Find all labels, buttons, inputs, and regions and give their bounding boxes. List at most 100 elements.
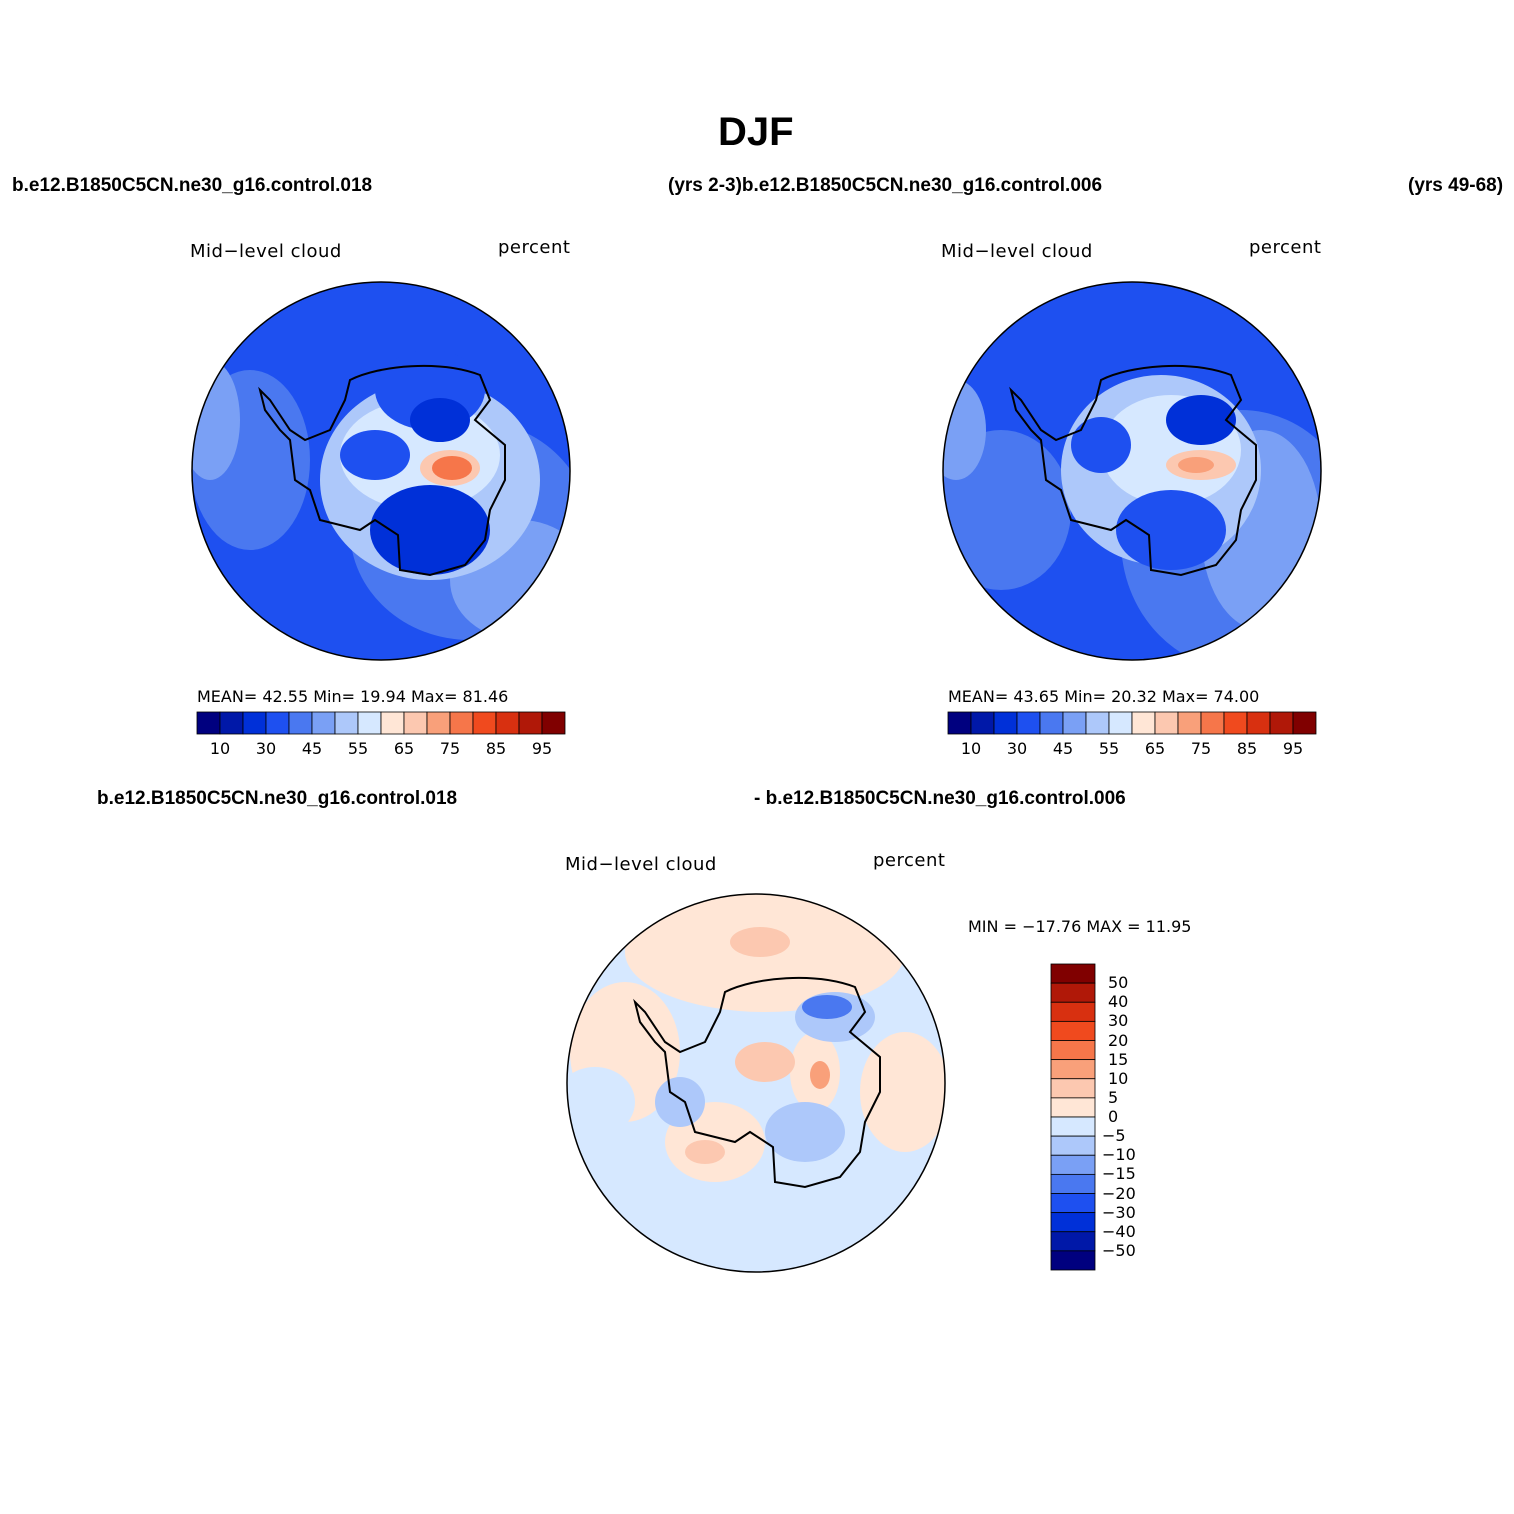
colorbar-swatch <box>1050 1250 1096 1271</box>
colorbar-swatch <box>1269 711 1294 735</box>
panel2-contour-region <box>943 380 986 480</box>
colorbar-swatch <box>1050 1154 1096 1175</box>
colorbar-tick-label: 10 <box>960 739 982 758</box>
panel3-coastline <box>633 976 881 1189</box>
colorbar-swatch <box>947 711 972 735</box>
colorbar-swatch <box>219 711 244 735</box>
case-name-right: (yrs 49-68) <box>1408 175 1504 196</box>
colorbar-swatch <box>1050 1097 1096 1118</box>
diff-case-name-left: b.e12.B1850C5CN.ne30_g16.control.018 <box>97 788 458 809</box>
colorbar-tick-label: −20 <box>1102 1183 1136 1203</box>
colorbar-tick-label: 40 <box>1108 992 1129 1012</box>
colorbar-tick-label: 30 <box>1006 739 1028 758</box>
panel1-stats: MEAN= 42.55 Min= 19.94 Max= 81.46 <box>197 687 509 706</box>
colorbar-tick-label: 45 <box>1052 739 1074 758</box>
colorbar-tick-label: −40 <box>1102 1221 1136 1241</box>
colorbar-swatch <box>1085 711 1110 735</box>
colorbar-swatch <box>403 711 428 735</box>
colorbar-swatch <box>334 711 359 735</box>
colorbar-tick-label: 10 <box>1108 1068 1129 1088</box>
colorbar-swatch <box>1200 711 1225 735</box>
panel2-colorbar-ticks: 10 30 45 55 65 75 85 95 <box>948 739 1316 759</box>
colorbar-swatch <box>1050 1231 1096 1252</box>
panel1-contour-region <box>410 398 470 442</box>
case-name-mid: (yrs 2-3)b.e12.B1850C5CN.ne30_g16.contro… <box>668 175 1103 196</box>
panel3-map-boundary <box>566 893 946 1273</box>
colorbar-swatch <box>242 711 267 735</box>
panel3-contour-region <box>802 995 852 1019</box>
colorbar-tick-label: 95 <box>1282 739 1304 758</box>
panel3-contour-region <box>735 1042 795 1082</box>
colorbar-tick-label: −10 <box>1102 1145 1136 1165</box>
colorbar-swatch <box>1016 711 1041 735</box>
panel3-colorbar <box>1050 963 1096 1271</box>
colorbar-tick-label: 85 <box>1236 739 1258 758</box>
panel1-variable-label: Mid−level cloud <box>190 241 342 262</box>
colorbar-tick-label: 75 <box>439 739 461 758</box>
panel3-colorbar-ticks: 50 40 30 20 15 10 5 0 −5 −10 −15 −20 −30 −40 −50 <box>1102 964 1162 1270</box>
colorbar-tick-label: 15 <box>1108 1049 1129 1069</box>
colorbar-swatch <box>518 711 543 735</box>
panel2-stats: MEAN= 43.65 Min= 20.32 Max= 74.00 <box>948 687 1260 706</box>
panel1-colorbar-ticks: 10 30 45 55 65 75 85 95 <box>197 739 565 759</box>
panel1-colorbar <box>196 711 566 735</box>
colorbar-tick-label: 55 <box>1098 739 1120 758</box>
colorbar-swatch <box>1050 1040 1096 1061</box>
colorbar-swatch <box>1050 1001 1096 1022</box>
colorbar-swatch <box>1050 1173 1096 1194</box>
colorbar-swatch <box>1050 1078 1096 1099</box>
panel1-contour-region <box>370 485 490 575</box>
colorbar-swatch <box>1039 711 1064 735</box>
colorbar-swatch <box>1108 711 1133 735</box>
colorbar-swatch <box>1223 711 1248 735</box>
colorbar-swatch <box>311 711 336 735</box>
panel3-variable-label: Mid−level cloud <box>565 854 717 875</box>
panel2-contour-region <box>1071 417 1131 473</box>
colorbar-swatch <box>196 711 221 735</box>
panel1-contour-region <box>432 456 472 480</box>
panel1-map-boundary <box>191 281 571 661</box>
colorbar-tick-label: −50 <box>1102 1240 1136 1260</box>
panel1-contour-region <box>192 360 240 480</box>
panel2-colorbar <box>947 711 1317 735</box>
colorbar-swatch <box>993 711 1018 735</box>
colorbar-swatch <box>1131 711 1156 735</box>
panel3-stats: MIN = −17.76 MAX = 11.95 <box>968 917 1192 936</box>
panel2-contour-region <box>1116 490 1226 570</box>
colorbar-swatch <box>1050 1135 1096 1156</box>
colorbar-swatch <box>426 711 451 735</box>
figure-title: DJF <box>718 110 794 154</box>
panel3-contour-region <box>730 927 790 957</box>
colorbar-tick-label: 85 <box>485 739 507 758</box>
colorbar-swatch <box>1050 1193 1096 1214</box>
panel2-coastline <box>1009 364 1257 577</box>
colorbar-swatch <box>1292 711 1317 735</box>
colorbar-swatch <box>1050 1212 1096 1233</box>
colorbar-swatch <box>357 711 382 735</box>
panel2-variable-label: Mid−level cloud <box>941 241 1093 262</box>
colorbar-swatch <box>1246 711 1271 735</box>
colorbar-tick-label: 65 <box>393 739 415 758</box>
panel1-polar-map <box>191 281 571 661</box>
colorbar-tick-label: 45 <box>301 739 323 758</box>
colorbar-tick-label: 50 <box>1108 973 1129 993</box>
panel2-polar-map <box>942 281 1322 661</box>
colorbar-swatch <box>1050 1116 1096 1137</box>
panel3-contour-region <box>655 1077 705 1127</box>
colorbar-tick-label: 30 <box>255 739 277 758</box>
colorbar-tick-label: 0 <box>1108 1107 1119 1126</box>
colorbar-swatch <box>288 711 313 735</box>
panel1-units-label: percent <box>498 237 571 258</box>
colorbar-swatch <box>1177 711 1202 735</box>
panel1-contour-region <box>340 430 410 480</box>
panel1-coastline <box>258 364 506 577</box>
colorbar-swatch <box>541 711 566 735</box>
colorbar-swatch <box>265 711 290 735</box>
colorbar-tick-label: 30 <box>1108 1011 1129 1031</box>
panel2-map-boundary <box>942 281 1322 661</box>
colorbar-tick-label: −5 <box>1102 1126 1126 1146</box>
panel3-polar-map <box>566 893 946 1273</box>
panel3-contour-region <box>860 1032 945 1152</box>
colorbar-swatch <box>970 711 995 735</box>
colorbar-tick-label: 10 <box>209 739 231 758</box>
